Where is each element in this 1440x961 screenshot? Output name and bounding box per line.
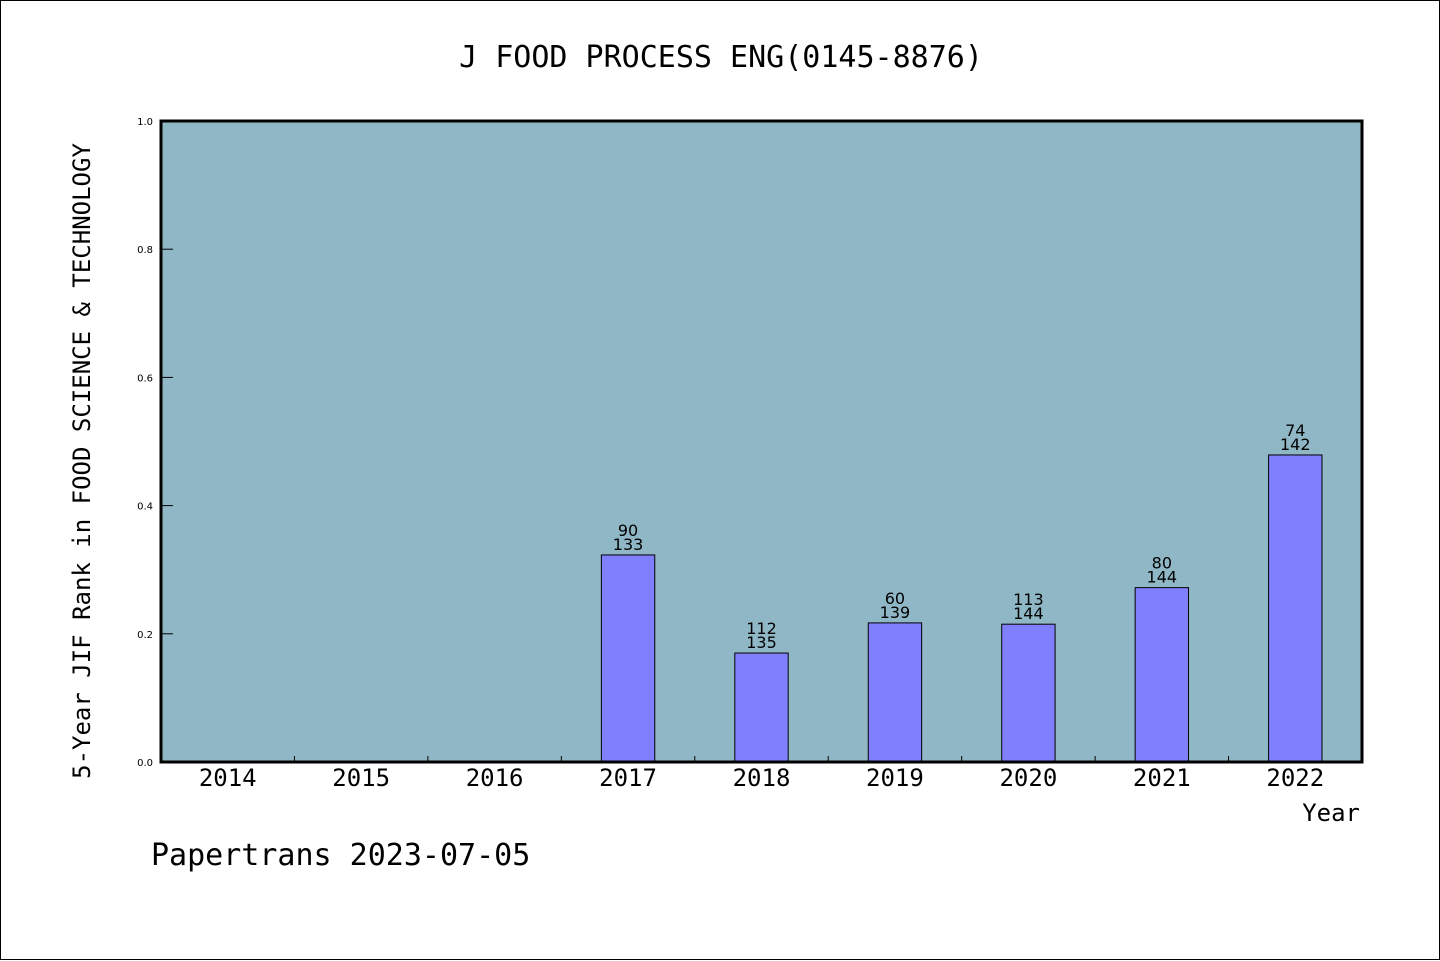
bar-rank-label: 80	[1152, 554, 1172, 573]
y-tick-label: 0.0	[137, 758, 153, 769]
bar-total-label: 139	[880, 603, 911, 622]
bar-rank-label: 74	[1285, 421, 1305, 440]
x-tick-label: 2018	[733, 764, 791, 792]
bar-total-label: 144	[1013, 604, 1044, 623]
x-tick-label: 2016	[466, 764, 524, 792]
x-tick-label: 2022	[1266, 764, 1324, 792]
footer-source-date: Papertrans 2023-07-05	[151, 838, 530, 873]
bar-total-label: 135	[746, 633, 777, 652]
bars-group	[600, 454, 1323, 763]
bar-2021	[1134, 587, 1190, 763]
x-tick-label: 2017	[599, 764, 657, 792]
y-axis-ticks: 0.0 0.2 0.4 0.6 0.8 1.0	[137, 117, 173, 769]
y-tick-label: 0.8	[137, 245, 153, 256]
bar-rank-label: 112	[746, 619, 777, 638]
chart-title: J FOOD PROCESS ENG(0145-8876)	[459, 40, 983, 75]
bar-2017	[600, 554, 656, 763]
x-tick-label: 2014	[199, 764, 257, 792]
y-axis-label: 5-Year JIF Rank in FOOD SCIENCE & TECHNO…	[68, 143, 96, 779]
plot-border	[159, 119, 1364, 764]
x-axis-label: Year	[1302, 799, 1360, 827]
bar-total-label: 133	[613, 535, 644, 554]
x-axis-ticks: 2014 2015 2016 2017 2018 2019 2020 2021 2022	[199, 756, 1324, 792]
bar-2019	[867, 622, 923, 763]
bar-rank-label: 90	[618, 521, 638, 540]
bar-2020	[1001, 623, 1056, 763]
x-tick-label: 2021	[1133, 764, 1191, 792]
y-tick-label: 0.4	[137, 502, 153, 513]
x-tick-label: 2015	[332, 764, 390, 792]
bar-2022	[1268, 454, 1323, 763]
bar-total-label: 144	[1147, 568, 1178, 587]
y-tick-label: 1.0	[137, 117, 153, 128]
y-tick-label: 0.2	[137, 630, 153, 641]
x-tick-label: 2019	[866, 764, 924, 792]
bar-rank-label: 113	[1013, 590, 1044, 609]
bar-rank-label: 60	[885, 589, 905, 608]
x-tick-label: 2020	[999, 764, 1057, 792]
y-tick-label: 0.6	[137, 373, 153, 384]
bar-2018	[734, 652, 789, 763]
bar-total-label: 142	[1280, 435, 1311, 454]
